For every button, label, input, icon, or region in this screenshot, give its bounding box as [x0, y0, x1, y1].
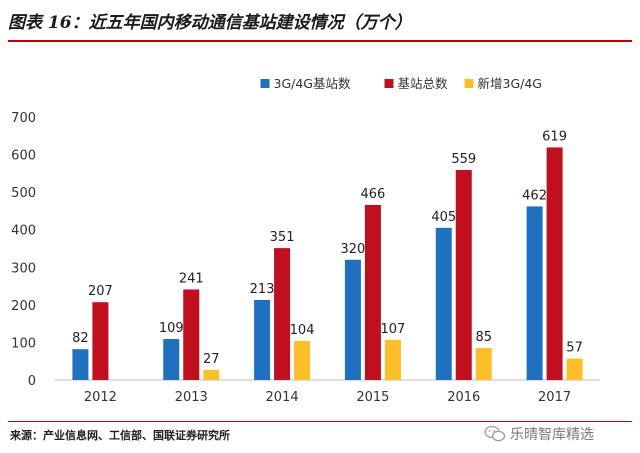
data-label: 82 — [72, 331, 89, 346]
watermark: 乐晴智库精选 — [484, 423, 594, 445]
data-label: 104 — [290, 323, 315, 338]
y-tick-label: 400 — [11, 224, 36, 239]
bar — [92, 302, 109, 380]
bar-chart: 0 100 200 300 400 500 600 700 82 207 2012 109 241 27 2… — [11, 76, 600, 405]
data-label: 27 — [203, 352, 220, 367]
bar — [435, 227, 452, 380]
y-tick-label: 0 — [28, 374, 36, 389]
data-label: 213 — [250, 282, 275, 297]
bar — [566, 358, 583, 380]
bar — [274, 248, 291, 380]
data-label: 320 — [341, 242, 366, 257]
bar — [475, 348, 492, 380]
data-label: 207 — [88, 284, 113, 299]
bar — [384, 339, 401, 380]
data-label: 466 — [361, 187, 386, 202]
x-tick-label: 2015 — [356, 390, 389, 405]
x-tick-label: 2017 — [538, 390, 571, 405]
data-label: 107 — [381, 322, 406, 337]
wechat-icon — [484, 425, 506, 442]
watermark-text: 乐晴智库精选 — [510, 427, 594, 443]
data-label: 85 — [475, 330, 492, 345]
legend-label: 新增3G/4G — [478, 76, 543, 91]
bar — [163, 339, 180, 380]
legend-swatch — [464, 79, 474, 88]
legend-label: 基站总数 — [398, 76, 449, 91]
title-divider — [8, 40, 632, 42]
bar — [526, 206, 543, 380]
source-note: 来源：产业信息网、工信部、国联证券研究所 — [10, 429, 230, 442]
y-tick-label: 700 — [11, 111, 36, 126]
bar — [364, 204, 381, 380]
x-tick-label: 2014 — [266, 390, 299, 405]
data-label: 405 — [431, 210, 456, 225]
x-tick-label: 2013 — [175, 390, 208, 405]
y-tick-label: 600 — [11, 149, 36, 164]
x-tick-label: 2012 — [84, 390, 117, 405]
footer-divider — [8, 421, 632, 422]
legend-swatch — [384, 79, 394, 88]
y-tick-label: 500 — [11, 186, 36, 201]
legend-swatch — [260, 79, 270, 88]
y-tick-label: 100 — [11, 336, 36, 351]
x-tick-label: 2016 — [447, 390, 480, 405]
bar — [183, 289, 200, 380]
bar — [344, 259, 361, 380]
bar — [455, 169, 472, 380]
data-label: 241 — [179, 271, 204, 286]
data-label: 57 — [566, 341, 583, 356]
bar — [254, 299, 271, 380]
data-label: 559 — [451, 152, 476, 167]
figure-title: 图表 16：近五年国内移动通信基站建设情况（万个） — [8, 13, 412, 33]
data-label: 109 — [159, 321, 184, 336]
bar — [294, 340, 311, 380]
y-tick-label: 200 — [11, 299, 36, 314]
bar — [546, 147, 563, 380]
data-label: 462 — [522, 188, 547, 203]
data-label: 619 — [542, 129, 567, 144]
y-tick-label: 300 — [11, 261, 36, 276]
bar — [203, 369, 220, 380]
legend-label: 3G/4G基站数 — [274, 76, 351, 91]
data-label: 351 — [270, 230, 295, 245]
bar — [72, 349, 89, 380]
